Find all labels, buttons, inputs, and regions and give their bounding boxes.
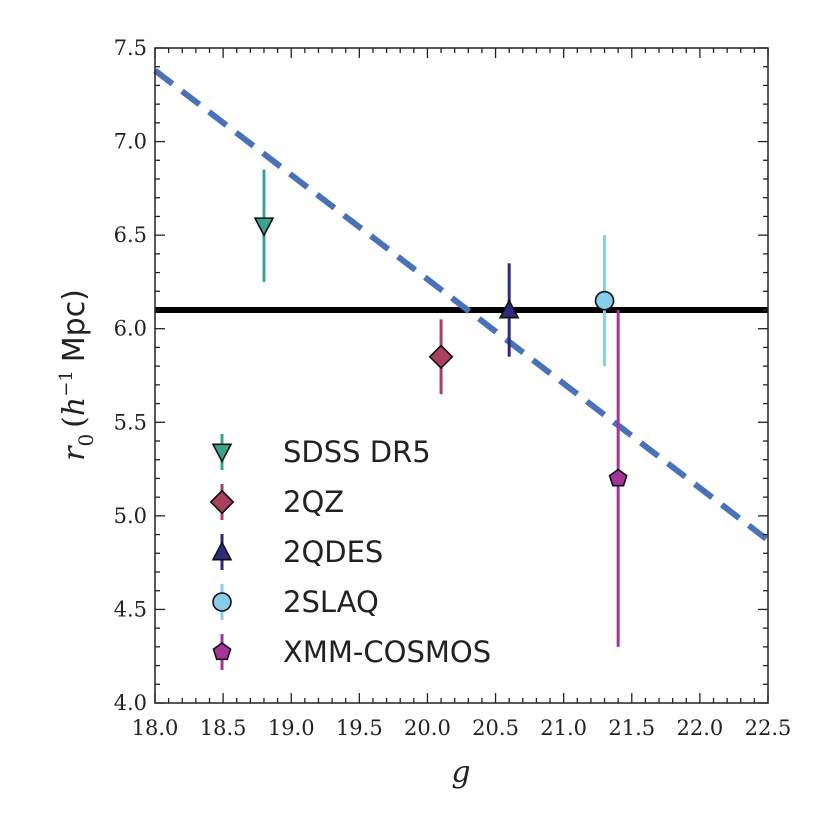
x-tick-label: 22.0 [677,716,724,740]
y-tick-label: 6.0 [114,317,147,341]
linear-fit-line [153,68,770,543]
legend-item: SDSS DR5 [211,434,431,470]
data-point [608,468,628,487]
series-2qz [428,319,454,395]
x-tick-label: 22.5 [745,716,792,740]
y-label-open: ( [57,416,92,428]
series-2qdes [498,263,520,357]
legend-marker [212,592,232,612]
legend-marker [211,443,233,464]
y-tick-label: 6.5 [114,223,147,247]
legend-marker [212,642,232,661]
legend-label: 2SLAQ [283,585,379,619]
x-tick-label: 18.0 [132,716,179,740]
y-tick-label: 4.0 [114,691,147,715]
fit-lines [153,68,770,543]
x-tick-label: 20.0 [404,716,451,740]
data-point [428,344,454,370]
legend-item: XMM-COSMOS [212,634,491,670]
x-tick-label: 21.5 [608,716,655,740]
data-point [594,290,615,311]
x-tick-label: 20.5 [472,716,519,740]
data-point [253,217,275,237]
y-tick-labels: 4.0 4.5 5.0 5.5 6.0 6.5 7.0 7.5 [114,36,147,715]
series-xmm-cosmos [608,310,628,647]
x-tick-label: 18.5 [200,716,247,740]
legend-label: XMM-COSMOS [283,635,491,669]
x-tick-label: 19.5 [336,716,383,740]
axis-ticks [154,47,769,704]
x-tick-label: 21.0 [540,716,587,740]
legend-item: 2SLAQ [212,584,379,620]
y-tick-label: 5.0 [114,504,147,528]
y-label-superscript: −1 [56,370,77,397]
legend: SDSS DR5 2QZ 2QDES 2SLAQ XMM-COSMOS [209,434,491,670]
legend-item: 2QDES [211,534,383,570]
y-tick-label: 5.5 [114,410,147,434]
legend-marker [211,540,233,561]
series-sdss-dr5 [253,169,275,282]
x-tick-label: 19.0 [268,716,315,740]
y-tick-label: 4.5 [114,597,147,621]
legend-label: 2QDES [283,535,383,569]
legend-label: 2QZ [283,485,344,519]
y-axis-label: r0 (h−1 Mpc) [56,289,98,461]
y-tick-label: 7.0 [114,130,147,154]
x-tick-labels: 18.0 18.5 19.0 19.5 20.0 20.5 21.0 21.5 22.0 22.5 [132,716,792,740]
y-label-symbol: r [57,445,92,461]
y-label-unit: Mpc) [57,289,92,362]
y-label-h: h [57,397,92,416]
legend-label: SDSS DR5 [283,435,431,469]
plot-frame [154,47,769,704]
series-2slaq [594,235,615,367]
data-points [253,169,628,647]
y-tick-label: 7.5 [114,36,147,60]
x-axis-label: g [451,755,470,790]
y-label-subscript: 0 [74,434,98,447]
data-point [498,298,520,319]
legend-item: 2QZ [209,484,344,520]
legend-marker [209,489,235,515]
